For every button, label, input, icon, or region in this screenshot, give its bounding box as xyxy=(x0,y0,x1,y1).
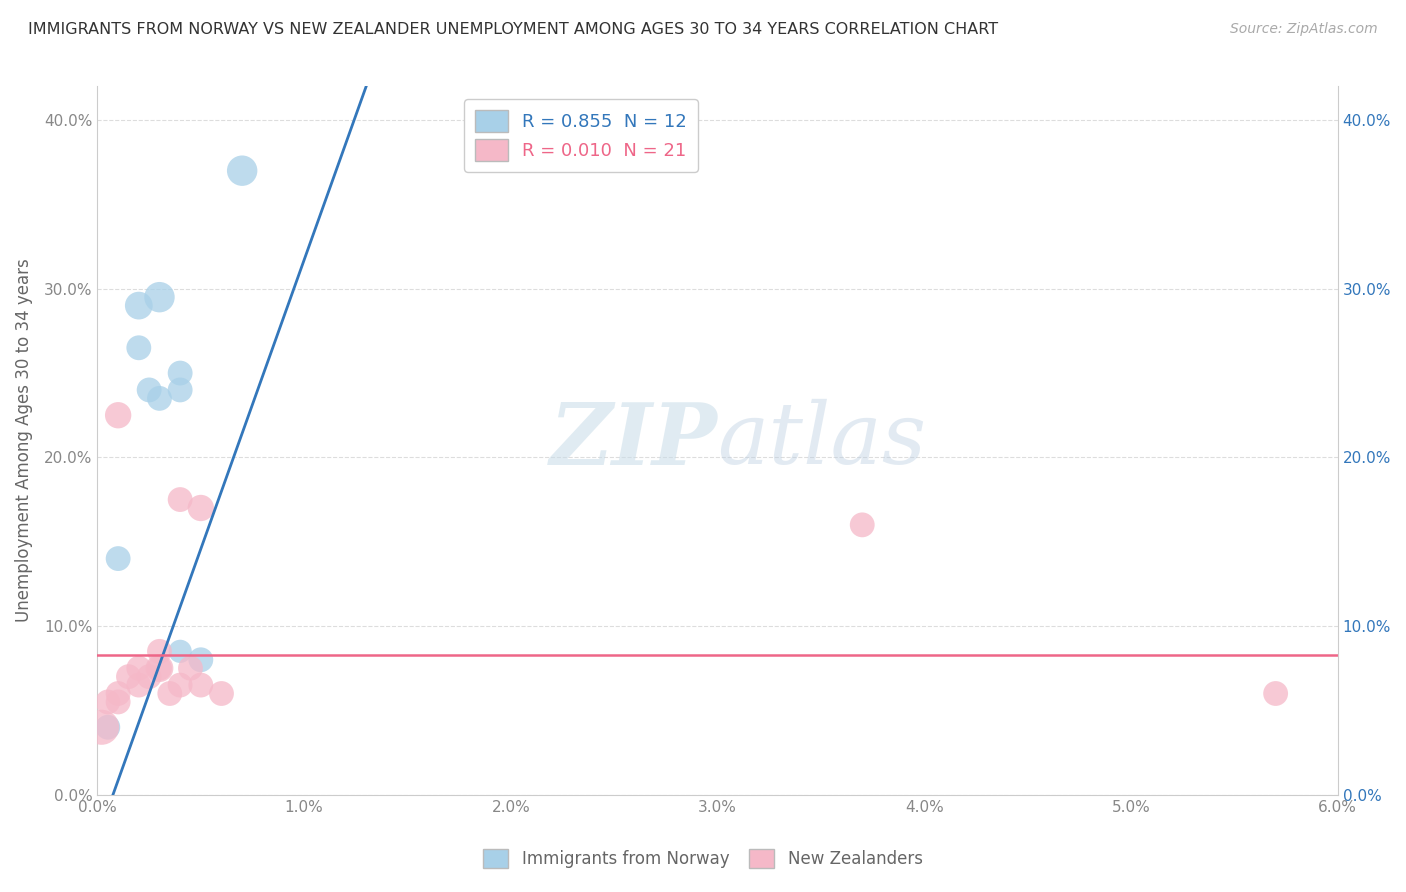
Point xyxy=(190,678,212,692)
Point xyxy=(169,366,191,380)
Point xyxy=(128,678,150,692)
Point xyxy=(169,678,191,692)
Point xyxy=(169,383,191,397)
Text: atlas: atlas xyxy=(717,400,927,482)
Point xyxy=(211,686,233,700)
Point xyxy=(107,695,129,709)
Point xyxy=(138,383,160,397)
Point xyxy=(148,290,170,304)
Legend: Immigrants from Norway, New Zealanders: Immigrants from Norway, New Zealanders xyxy=(477,843,929,875)
Point xyxy=(107,686,129,700)
Point xyxy=(128,661,150,675)
Point xyxy=(1264,686,1286,700)
Point xyxy=(128,299,150,313)
Point xyxy=(138,670,160,684)
Point xyxy=(107,409,129,423)
Point xyxy=(179,661,201,675)
Point xyxy=(851,517,873,532)
Point xyxy=(190,653,212,667)
Point xyxy=(90,720,112,734)
Point xyxy=(169,492,191,507)
Point xyxy=(148,661,170,675)
Text: ZIP: ZIP xyxy=(550,399,717,483)
Point xyxy=(117,670,139,684)
Point xyxy=(231,163,253,178)
Point xyxy=(148,661,170,675)
Point xyxy=(148,644,170,658)
Y-axis label: Unemployment Among Ages 30 to 34 years: Unemployment Among Ages 30 to 34 years xyxy=(15,259,32,623)
Point xyxy=(169,644,191,658)
Point xyxy=(97,695,120,709)
Point xyxy=(97,720,120,734)
Point xyxy=(159,686,181,700)
Text: IMMIGRANTS FROM NORWAY VS NEW ZEALANDER UNEMPLOYMENT AMONG AGES 30 TO 34 YEARS C: IMMIGRANTS FROM NORWAY VS NEW ZEALANDER … xyxy=(28,22,998,37)
Point xyxy=(148,392,170,406)
Legend: R = 0.855  N = 12, R = 0.010  N = 21: R = 0.855 N = 12, R = 0.010 N = 21 xyxy=(464,99,697,172)
Text: Source: ZipAtlas.com: Source: ZipAtlas.com xyxy=(1230,22,1378,37)
Point xyxy=(190,500,212,515)
Point xyxy=(128,341,150,355)
Point xyxy=(107,551,129,566)
